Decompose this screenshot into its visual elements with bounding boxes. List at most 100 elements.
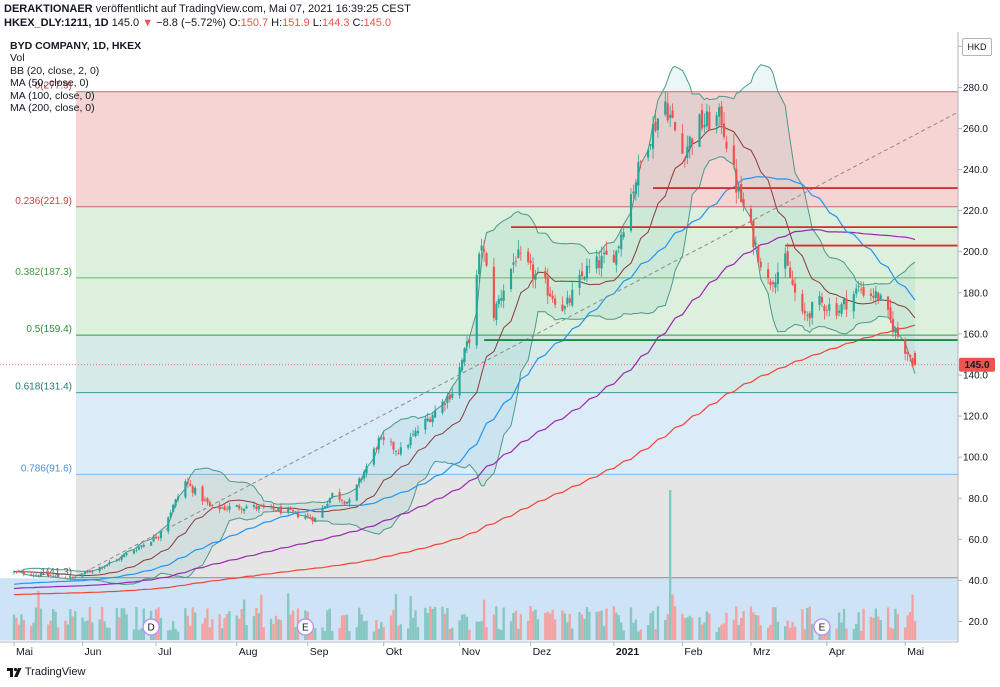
candle-body bbox=[448, 394, 451, 400]
volume-bar bbox=[840, 622, 843, 640]
candle-body bbox=[651, 123, 655, 149]
volume-bar bbox=[622, 630, 625, 640]
fibonacci-bands bbox=[0, 91, 958, 641]
volume-bar bbox=[433, 606, 437, 640]
candle-body bbox=[323, 506, 327, 509]
price-tick-label: 100.0 bbox=[963, 453, 988, 464]
volume-bar bbox=[463, 614, 466, 640]
candle-body bbox=[321, 507, 324, 518]
candle-body bbox=[203, 499, 207, 501]
price-tick-label: 240.0 bbox=[963, 165, 988, 176]
volume-bar bbox=[220, 628, 224, 640]
volume-bar bbox=[86, 620, 89, 640]
volume-bar bbox=[429, 606, 432, 640]
volume-bar bbox=[872, 617, 875, 640]
volume-bar bbox=[688, 615, 691, 640]
volume-bar bbox=[260, 594, 263, 640]
volume-bar bbox=[904, 627, 907, 640]
candle-body bbox=[568, 298, 571, 303]
volume-bar bbox=[64, 620, 67, 640]
candle-body bbox=[306, 515, 309, 517]
volume-bar bbox=[519, 613, 523, 640]
price-tick-label: 180.0 bbox=[963, 288, 988, 299]
volume-bar bbox=[389, 615, 393, 640]
candle-body bbox=[629, 194, 633, 231]
volume-bar bbox=[47, 624, 50, 640]
volume-bar bbox=[184, 608, 187, 640]
candle-body bbox=[725, 141, 728, 149]
volume-bar bbox=[279, 620, 283, 640]
volume-bar bbox=[769, 624, 772, 640]
candle-body bbox=[823, 305, 826, 311]
candle-body bbox=[703, 124, 706, 128]
legend-item-vol[interactable]: Vol bbox=[10, 52, 25, 65]
volume-bar bbox=[531, 611, 535, 640]
volume-bar bbox=[29, 625, 33, 640]
volume-bar bbox=[654, 629, 657, 640]
volume-bar bbox=[739, 618, 743, 640]
candle-body bbox=[32, 575, 35, 576]
candle-body bbox=[784, 253, 787, 269]
volume-bar bbox=[360, 614, 363, 640]
volume-bar bbox=[845, 628, 848, 640]
candle-body bbox=[270, 506, 273, 507]
candle-body bbox=[88, 571, 91, 573]
candle-body bbox=[656, 118, 659, 130]
candle-body bbox=[671, 110, 674, 118]
candle-body bbox=[289, 508, 292, 510]
close-value: 145.0 bbox=[363, 17, 392, 29]
volume-bar bbox=[757, 615, 760, 640]
volume-bar bbox=[551, 609, 554, 640]
volume-bar bbox=[664, 620, 667, 640]
candle-body bbox=[176, 496, 180, 500]
candle-body bbox=[331, 492, 334, 499]
candle-body bbox=[397, 452, 400, 454]
volume-bar bbox=[409, 596, 412, 640]
volume-bar bbox=[193, 612, 197, 640]
volume-bar bbox=[235, 615, 238, 640]
legend-item-ma100[interactable]: MA (100, close, 0) bbox=[10, 89, 95, 102]
volume-bar bbox=[132, 629, 136, 640]
price-tick-label: 280.0 bbox=[963, 83, 988, 94]
volume-bar bbox=[595, 611, 598, 640]
volume-bar bbox=[274, 615, 278, 640]
legend-item-ma50[interactable]: MA (50, close, 0) bbox=[10, 77, 89, 90]
volume-bar bbox=[536, 619, 540, 640]
volume-bar bbox=[54, 611, 57, 640]
candle-body bbox=[691, 138, 694, 145]
candle-body bbox=[345, 501, 349, 504]
volume-bar bbox=[512, 612, 515, 640]
currency-badge[interactable]: HKD bbox=[962, 38, 992, 56]
price-badge bbox=[959, 357, 995, 372]
fib-label: 0.786(91.6) bbox=[21, 463, 72, 474]
volume-bar bbox=[186, 615, 190, 640]
volume-bar bbox=[615, 612, 618, 640]
volume-bar bbox=[446, 607, 449, 640]
price-tick-label: 120.0 bbox=[963, 412, 988, 423]
volume-bar bbox=[908, 612, 912, 640]
fib-band bbox=[76, 277, 958, 336]
volume-bar bbox=[691, 617, 694, 640]
volume-bar bbox=[651, 610, 655, 640]
candle-body bbox=[460, 360, 464, 371]
volume-bar bbox=[98, 619, 101, 640]
candle-body bbox=[855, 288, 858, 294]
volume-bar bbox=[480, 621, 483, 640]
candle-body bbox=[786, 251, 789, 266]
volume-bar bbox=[857, 612, 860, 640]
volume-bar bbox=[737, 624, 740, 640]
volume-bar bbox=[115, 607, 119, 640]
candle-body bbox=[154, 536, 158, 539]
candle-body bbox=[789, 267, 792, 278]
volume-bar bbox=[365, 620, 368, 640]
volume-bar bbox=[546, 611, 549, 640]
candle-body bbox=[377, 437, 380, 450]
legend-item-ma200[interactable]: MA (200, close, 0) bbox=[10, 102, 95, 115]
volume-bar bbox=[492, 614, 496, 640]
candle-body bbox=[835, 303, 838, 316]
volume-bar bbox=[786, 620, 789, 640]
legend-item-bb[interactable]: BB (20, close, 2, 0) bbox=[10, 64, 100, 77]
volume-bar bbox=[646, 625, 650, 640]
candle-body bbox=[468, 339, 471, 344]
